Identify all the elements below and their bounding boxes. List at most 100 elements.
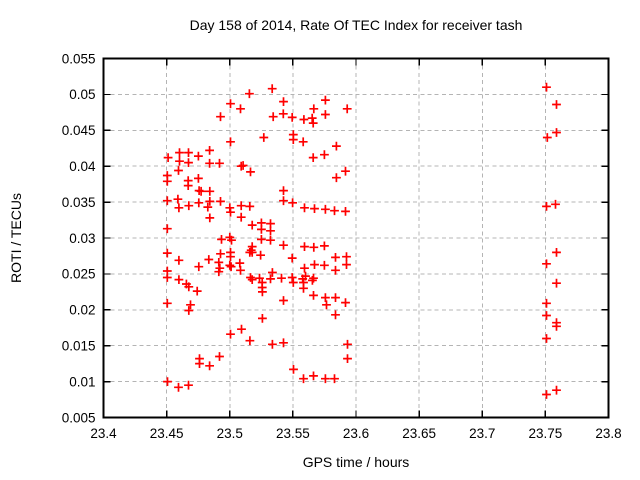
scatter-point — [175, 156, 184, 166]
scatter-point — [341, 298, 350, 307]
scatter-point — [552, 128, 561, 137]
scatter-point — [162, 298, 172, 308]
scatter-point — [310, 260, 319, 269]
scatter-point — [257, 225, 266, 234]
scatter-point — [245, 336, 255, 346]
y-tick-label: 0.04 — [69, 159, 96, 174]
y-tick-label: 0.01 — [69, 374, 95, 389]
scatter-point — [279, 296, 288, 305]
scatter-point — [308, 153, 318, 162]
scatter-point — [331, 310, 340, 320]
x-tick-label: 23.45 — [150, 426, 184, 441]
scatter-point — [184, 306, 194, 315]
x-tick-label: 23.5 — [217, 426, 243, 441]
scatter-point — [174, 203, 184, 213]
scatter-point — [184, 158, 193, 167]
y-tick-label: 0.045 — [62, 123, 96, 138]
scatter-point — [162, 176, 172, 186]
scatter-point — [322, 300, 331, 310]
scatter-point — [236, 201, 246, 211]
scatter-point — [321, 293, 330, 302]
scatter-point — [205, 186, 215, 196]
scatter-point — [299, 374, 308, 384]
scatter-point — [205, 158, 214, 168]
scatter-point — [320, 241, 329, 251]
scatter-point — [542, 390, 551, 399]
scatter-point — [257, 235, 266, 244]
x-tick-label: 23.7 — [469, 426, 495, 441]
scatter-point — [175, 148, 184, 157]
scatter-point — [542, 202, 551, 211]
scatter-point — [259, 133, 269, 142]
scatter-point — [267, 84, 277, 94]
scatter-point — [196, 186, 206, 196]
scatter-point — [266, 226, 275, 236]
scatter-point — [173, 194, 183, 204]
scatter-point — [236, 212, 246, 222]
scatter-point — [216, 197, 225, 206]
scatter-point — [247, 220, 257, 230]
y-tick-label: 0.015 — [62, 339, 96, 354]
x-tick-label: 23.4 — [90, 426, 117, 441]
scatter-point — [247, 275, 257, 284]
scatter-point — [236, 104, 245, 114]
scatter-point — [174, 255, 184, 265]
scatter-point — [266, 274, 275, 284]
scatter-point — [186, 300, 195, 310]
scatter-point — [287, 253, 297, 263]
scatter-point — [184, 282, 194, 292]
scatter-point — [214, 267, 224, 277]
scatter-point — [226, 329, 235, 339]
scatter-point — [342, 260, 351, 269]
scatter-point — [279, 97, 288, 106]
scatter-point — [278, 109, 288, 119]
scatter-point — [310, 204, 319, 213]
scatter-point — [174, 275, 184, 284]
scatter-point — [552, 100, 561, 109]
scatter-point — [256, 250, 265, 260]
scatter-point — [298, 137, 308, 147]
chart-title: Day 158 of 2014, Rate Of TEC Index for r… — [189, 17, 523, 33]
scatter-point — [226, 99, 235, 109]
scatter-point — [300, 263, 309, 273]
scatter-point — [205, 213, 215, 223]
scatter-point — [214, 258, 224, 267]
scatter-point — [194, 198, 204, 208]
x-tick-label: 23.6 — [343, 426, 369, 441]
scatter-point — [163, 377, 172, 386]
y-tick-label: 0.055 — [62, 51, 96, 66]
scatter-point — [341, 166, 350, 176]
scatter-point — [245, 89, 254, 99]
scatter-point — [183, 181, 193, 190]
scatter-point — [226, 207, 235, 217]
scatter-point — [266, 235, 275, 245]
scatter-point — [162, 196, 172, 206]
scatter-point — [331, 293, 340, 302]
scatter-point — [320, 260, 329, 270]
y-tick-label: 0.02 — [69, 303, 95, 318]
scatter-point — [308, 118, 318, 128]
scatter-point — [309, 291, 318, 300]
scatter-point — [195, 359, 204, 368]
scatter-point — [331, 253, 340, 262]
scatter-point — [342, 252, 351, 262]
scatter-point — [542, 334, 551, 343]
scatter-point — [194, 151, 203, 161]
scatter-point — [287, 113, 297, 122]
scatter-point — [330, 206, 339, 216]
scatter-point — [332, 141, 341, 151]
y-tick-label: 0.035 — [62, 195, 96, 210]
scatter-point — [174, 382, 183, 392]
scatter-point — [174, 166, 183, 175]
scatter-point — [205, 197, 215, 206]
scatter-point — [184, 201, 194, 211]
scatter-point — [245, 202, 255, 211]
scatter-point — [184, 148, 193, 157]
scatter-point — [288, 198, 297, 208]
scatter-point — [308, 276, 317, 285]
scatter-point — [204, 255, 214, 264]
scatter-point — [288, 135, 298, 144]
scatter-point — [300, 242, 309, 251]
scatter-point — [277, 273, 286, 283]
